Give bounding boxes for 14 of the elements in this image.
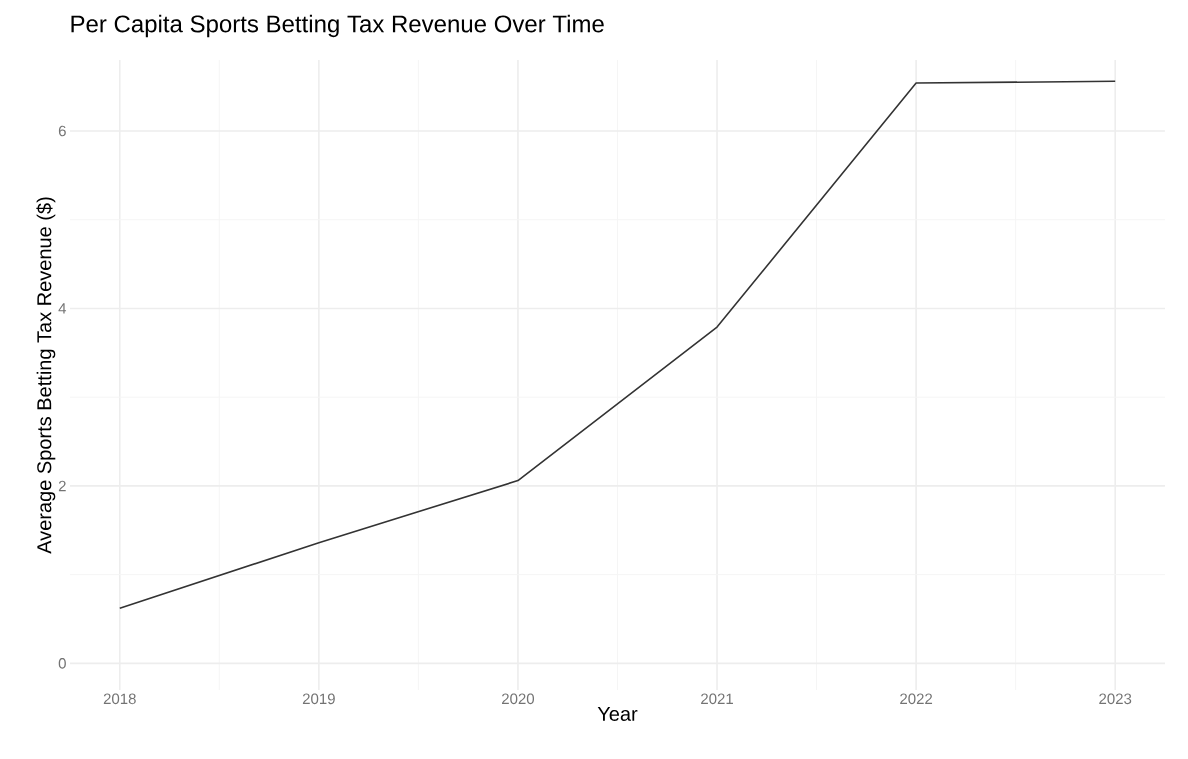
y-tick-label: 0 xyxy=(58,658,66,669)
x-tick-label: 2019 xyxy=(302,693,335,705)
y-tick-label: 2 xyxy=(58,480,66,492)
y-tick-label: 6 xyxy=(58,125,66,137)
y-tick-label: 4 xyxy=(58,303,67,314)
x-tick-label: 2023 xyxy=(1099,693,1132,705)
x-tick-label: 2018 xyxy=(103,693,136,705)
x-tick-label: 2022 xyxy=(900,693,933,705)
x-tick-label: 2021 xyxy=(701,693,733,705)
y-axis-title: Average Sports Betting Tax Revenue ($) xyxy=(36,197,56,554)
chart-title: Per Capita Sports Betting Tax Revenue Over Time xyxy=(71,14,604,38)
line-series xyxy=(118,80,1116,610)
x-axis-title: Year xyxy=(597,706,638,721)
x-tick-label: 2020 xyxy=(502,693,535,705)
